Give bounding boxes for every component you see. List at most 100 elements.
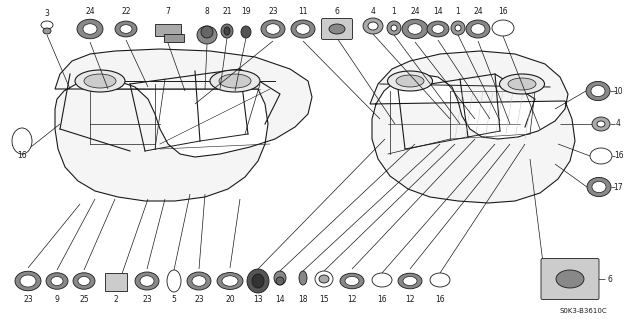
Ellipse shape bbox=[201, 26, 213, 38]
Polygon shape bbox=[370, 51, 575, 203]
Text: 16: 16 bbox=[614, 152, 624, 160]
Ellipse shape bbox=[167, 270, 181, 292]
Ellipse shape bbox=[84, 74, 116, 88]
Ellipse shape bbox=[197, 26, 217, 44]
Ellipse shape bbox=[224, 27, 230, 35]
Bar bbox=[164, 34, 184, 42]
Ellipse shape bbox=[135, 272, 159, 290]
Text: 17: 17 bbox=[613, 182, 623, 191]
Text: 15: 15 bbox=[319, 294, 329, 303]
Text: 4: 4 bbox=[371, 8, 376, 17]
Text: 2: 2 bbox=[114, 294, 118, 303]
Text: 21: 21 bbox=[222, 8, 232, 17]
Polygon shape bbox=[55, 49, 312, 201]
Ellipse shape bbox=[120, 25, 132, 33]
Ellipse shape bbox=[73, 273, 95, 289]
Ellipse shape bbox=[241, 26, 251, 38]
Ellipse shape bbox=[83, 24, 97, 34]
Ellipse shape bbox=[345, 277, 359, 286]
Ellipse shape bbox=[387, 21, 401, 35]
Text: 16: 16 bbox=[498, 8, 508, 17]
Bar bbox=[155, 24, 181, 36]
Ellipse shape bbox=[266, 24, 280, 34]
Text: 19: 19 bbox=[241, 8, 251, 17]
Text: 16: 16 bbox=[377, 294, 387, 303]
Ellipse shape bbox=[391, 25, 397, 31]
Text: 6: 6 bbox=[608, 275, 613, 284]
Text: 13: 13 bbox=[253, 294, 263, 303]
Ellipse shape bbox=[46, 273, 68, 289]
Text: 1: 1 bbox=[392, 8, 396, 17]
Text: 16: 16 bbox=[17, 152, 27, 160]
Ellipse shape bbox=[592, 182, 606, 193]
Ellipse shape bbox=[51, 277, 63, 286]
Ellipse shape bbox=[299, 271, 307, 285]
Text: 14: 14 bbox=[275, 294, 285, 303]
Ellipse shape bbox=[499, 74, 545, 94]
Ellipse shape bbox=[372, 273, 392, 287]
Text: 6: 6 bbox=[335, 8, 339, 17]
Text: 23: 23 bbox=[268, 8, 278, 17]
Text: 22: 22 bbox=[121, 8, 131, 17]
Ellipse shape bbox=[252, 274, 264, 288]
Ellipse shape bbox=[471, 24, 485, 34]
Ellipse shape bbox=[140, 276, 154, 286]
Ellipse shape bbox=[432, 25, 444, 33]
Ellipse shape bbox=[15, 271, 41, 291]
Ellipse shape bbox=[221, 24, 233, 38]
Text: 23: 23 bbox=[142, 294, 152, 303]
Ellipse shape bbox=[427, 21, 449, 37]
Ellipse shape bbox=[430, 273, 450, 287]
Text: 3: 3 bbox=[45, 9, 49, 18]
Text: 23: 23 bbox=[194, 294, 204, 303]
Text: 8: 8 bbox=[205, 8, 209, 17]
Ellipse shape bbox=[219, 74, 251, 88]
Ellipse shape bbox=[315, 271, 333, 287]
Ellipse shape bbox=[368, 22, 378, 30]
Ellipse shape bbox=[247, 269, 269, 293]
Ellipse shape bbox=[592, 117, 610, 131]
Text: 11: 11 bbox=[298, 8, 308, 17]
Ellipse shape bbox=[20, 275, 36, 287]
Bar bbox=[105, 273, 127, 291]
Text: 5: 5 bbox=[172, 294, 177, 303]
Ellipse shape bbox=[296, 24, 310, 34]
Ellipse shape bbox=[508, 78, 536, 90]
Text: 25: 25 bbox=[79, 294, 89, 303]
Ellipse shape bbox=[398, 273, 422, 289]
Ellipse shape bbox=[492, 20, 514, 36]
Text: 9: 9 bbox=[54, 294, 60, 303]
Ellipse shape bbox=[261, 20, 285, 38]
Ellipse shape bbox=[276, 277, 284, 285]
Text: 24: 24 bbox=[473, 8, 483, 17]
Text: 18: 18 bbox=[298, 294, 308, 303]
Text: 20: 20 bbox=[225, 294, 235, 303]
Ellipse shape bbox=[587, 177, 611, 197]
Ellipse shape bbox=[556, 270, 584, 288]
Ellipse shape bbox=[586, 81, 610, 100]
Ellipse shape bbox=[41, 21, 53, 29]
Ellipse shape bbox=[12, 128, 32, 154]
Text: 24: 24 bbox=[85, 8, 95, 17]
Ellipse shape bbox=[403, 277, 417, 286]
Ellipse shape bbox=[408, 24, 422, 34]
Ellipse shape bbox=[75, 70, 125, 92]
Ellipse shape bbox=[77, 19, 103, 39]
Ellipse shape bbox=[187, 272, 211, 290]
Ellipse shape bbox=[319, 275, 329, 283]
Text: 16: 16 bbox=[435, 294, 445, 303]
Text: 7: 7 bbox=[166, 8, 170, 17]
Text: 4: 4 bbox=[616, 120, 620, 129]
FancyBboxPatch shape bbox=[321, 19, 353, 40]
Text: 10: 10 bbox=[613, 86, 623, 95]
FancyBboxPatch shape bbox=[541, 258, 599, 300]
Ellipse shape bbox=[210, 70, 260, 92]
Ellipse shape bbox=[217, 272, 243, 289]
Text: 1: 1 bbox=[456, 8, 460, 17]
Text: S0K3-B3610C: S0K3-B3610C bbox=[560, 308, 607, 314]
Ellipse shape bbox=[451, 21, 465, 35]
Text: 23: 23 bbox=[23, 294, 33, 303]
Ellipse shape bbox=[396, 75, 424, 87]
Ellipse shape bbox=[387, 71, 433, 91]
Ellipse shape bbox=[222, 276, 238, 286]
